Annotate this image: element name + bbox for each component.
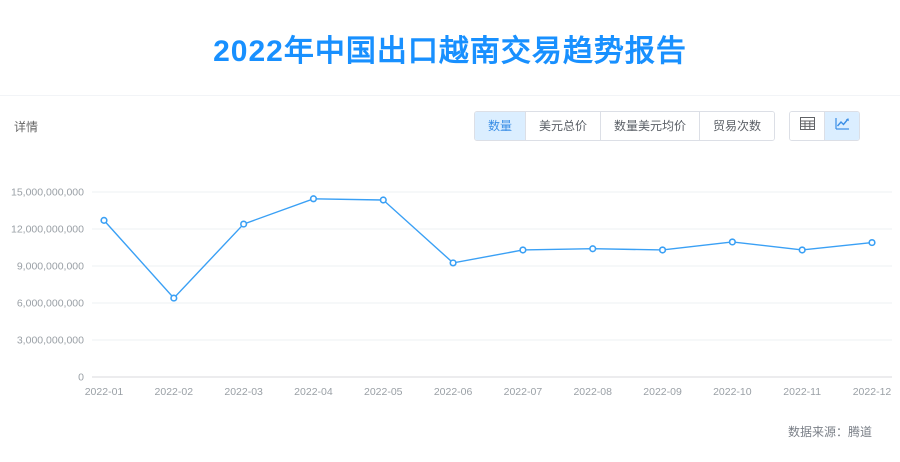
table-view-button[interactable]	[790, 112, 825, 140]
x-axis-tick-label: 2022-10	[713, 386, 752, 398]
table-icon	[799, 117, 815, 135]
data-point[interactable]	[658, 246, 667, 254]
chart-toolbar: 详情 数量 美元总价 数量美元均价 贸易次数	[0, 96, 900, 156]
data-point[interactable]	[309, 195, 318, 203]
data-point[interactable]	[449, 259, 457, 267]
data-point[interactable]	[170, 294, 178, 302]
chart-gridlines	[92, 191, 892, 378]
tab-quantity[interactable]: 数量	[474, 112, 526, 140]
x-axis-tick-label: 2022-12	[853, 386, 892, 398]
y-axis-tick-label: 15,000,000,000	[11, 187, 84, 199]
line-chart-icon	[834, 117, 850, 135]
chart-series	[100, 195, 876, 302]
page-title: 2022年中国出口越南交易趋势报告	[213, 34, 687, 68]
series-line	[103, 198, 873, 300]
y-axis-tick-label: 6,000,000,000	[17, 298, 84, 310]
data-point[interactable]	[240, 220, 248, 228]
y-axis-tick-label: 9,000,000,000	[17, 261, 84, 273]
x-axis-tick-label: 2022-11	[783, 386, 821, 398]
data-point[interactable]	[589, 245, 597, 253]
chart-canvas: 0 3,000,000,000 6,000,000,000 9,000,000,000…	[11, 187, 892, 398]
y-axis-labels: 0 3,000,000,000 6,000,000,000 9,000,000,000…	[11, 187, 84, 384]
header-divider	[0, 95, 900, 96]
x-axis-tick-label: 2022-07	[504, 386, 543, 398]
tab-trade-count[interactable]: 贸易次数	[699, 112, 774, 140]
x-axis-tick-label: 2022-01	[85, 386, 124, 398]
chart-view-button[interactable]	[825, 112, 859, 140]
data-point[interactable]	[519, 246, 527, 254]
tab-usd-total[interactable]: 美元总价	[525, 112, 601, 140]
title-bar: 2022年中国出口越南交易趋势报告	[0, 0, 900, 95]
x-axis-tick-label: 2022-08	[573, 386, 612, 398]
tab-usd-unit-price[interactable]: 数量美元均价	[600, 112, 700, 140]
x-axis-tick-label: 2022-05	[364, 386, 403, 398]
y-axis-tick-label: 12,000,000,000	[11, 224, 84, 236]
x-axis-tick-label: 2022-09	[643, 386, 682, 398]
y-axis-tick-label: 3,000,000,000	[17, 335, 84, 347]
toolbar-right: 数量 美元总价 数量美元均价 贸易次数	[473, 111, 860, 141]
metric-tab-group: 数量 美元总价 数量美元均价 贸易次数	[473, 111, 775, 141]
x-axis-labels: 2022-01 2022-02 2022-03 2022-04 2022-05 2022-…	[85, 386, 892, 398]
x-axis-tick-label: 2022-02	[155, 386, 194, 398]
x-axis-tick-label: 2022-03	[224, 386, 263, 398]
trend-chart: 0 3,000,000,000 6,000,000,000 9,000,000,000…	[0, 156, 900, 436]
x-axis-tick-label: 2022-06	[434, 386, 473, 398]
data-point[interactable]	[868, 238, 876, 247]
x-axis-tick-label: 2022-04	[294, 386, 333, 398]
data-source: 数据来源：腾道	[787, 425, 872, 439]
data-point[interactable]	[379, 196, 387, 204]
view-toggle-group	[789, 111, 860, 141]
data-point[interactable]	[728, 238, 736, 246]
detail-label: 详情	[14, 119, 39, 134]
data-point[interactable]	[798, 246, 806, 254]
data-point[interactable]	[100, 216, 108, 224]
y-axis-tick-label: 0	[78, 372, 84, 384]
